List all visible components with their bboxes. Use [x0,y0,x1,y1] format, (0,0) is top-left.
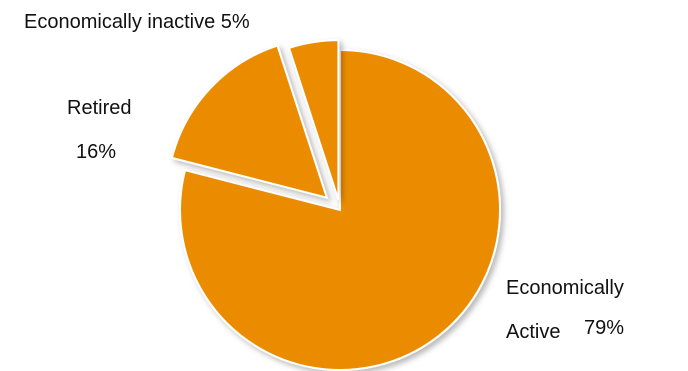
label-economically-active-value: 79% [584,317,625,339]
label-economically-active-line2: Active [506,321,561,343]
label-retired-value: 16% [76,141,117,163]
label-economically-active-line1: Economically [506,277,624,299]
slice-economically-inactive [287,39,340,201]
label-economically-inactive-value: 5% [220,11,250,33]
slice-retired [170,44,329,200]
slice-economically-active [179,48,502,371]
label-economically-inactive-name: Economically inactive [24,11,216,33]
label-retired-name: Retired [67,97,132,119]
label-economically-inactive: Economically inactive 5% [24,12,250,32]
